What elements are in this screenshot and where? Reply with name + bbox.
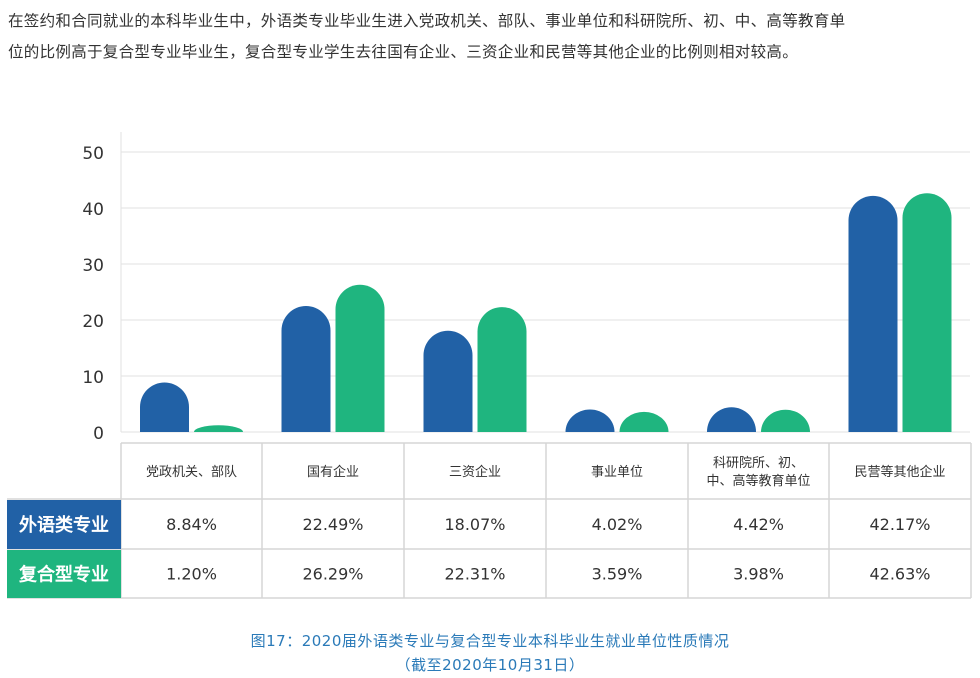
series-name: 复合型专业 [18, 564, 109, 586]
category-label: 民营等其他企业 [854, 464, 945, 480]
bar-chart: 0 10 20 30 40 50 党政机关、部队 国有企业 三资企业 事业单位 科研院所、初、中、高… [7, 132, 972, 599]
data-label: 4.02% [592, 515, 643, 534]
data-label: 26.29% [302, 565, 363, 584]
bar [423, 330, 473, 432]
figure-caption-date: （截至2020年10月31日） [395, 656, 585, 674]
intro-line-2: 位的比例高于复合型专业毕业生，复合型专业学生去往国有企业、三资企业和民营等其他企… [8, 43, 799, 61]
data-label: 22.31% [444, 565, 505, 584]
category-label: 国有企业 [307, 464, 359, 480]
category-label: 中、高等教育单位 [706, 473, 810, 489]
y-tick-label: 0 [93, 424, 104, 444]
series-name: 外语类专业 [19, 514, 109, 536]
data-label: 1.20% [166, 565, 217, 584]
legend-swatch [7, 500, 121, 549]
data-label: 4.42% [733, 515, 784, 534]
bar [902, 193, 952, 432]
legend-swatch [7, 550, 121, 598]
data-label: 3.59% [592, 565, 643, 584]
category-label: 三资企业 [449, 464, 501, 480]
intro-text: 在签约和合同就业的本科毕业生中，外语类专业毕业生进入党政机关、部队、事业单位和科… [8, 6, 974, 68]
data-label: 22.49% [302, 515, 363, 534]
bar [335, 284, 385, 432]
bar [194, 425, 243, 432]
bar [619, 411, 669, 432]
bar [281, 306, 331, 432]
y-tick-label: 50 [82, 144, 104, 164]
bar [761, 409, 810, 432]
bar [707, 407, 756, 432]
y-tick-label: 10 [82, 368, 104, 388]
data-label: 3.98% [733, 565, 784, 584]
bar [477, 307, 527, 432]
y-tick-label: 20 [82, 312, 104, 332]
figure-caption: 图17：2020届外语类专业与复合型专业本科毕业生就业单位性质情况 [250, 632, 730, 650]
bar [140, 382, 189, 432]
data-label: 42.63% [869, 565, 930, 584]
data-label: 8.84% [166, 515, 217, 534]
category-label: 科研院所、初、 [713, 456, 804, 471]
bar [848, 195, 898, 432]
data-label: 42.17% [869, 515, 930, 534]
category-label: 党政机关、部队 [146, 465, 237, 480]
bar [565, 409, 615, 432]
y-tick-label: 30 [82, 256, 104, 276]
category-label: 事业单位 [591, 465, 643, 480]
y-tick-label: 40 [82, 200, 104, 220]
data-label: 18.07% [444, 515, 505, 534]
intro-line-1: 在签约和合同就业的本科毕业生中，外语类专业毕业生进入党政机关、部队、事业单位和科… [8, 12, 846, 30]
